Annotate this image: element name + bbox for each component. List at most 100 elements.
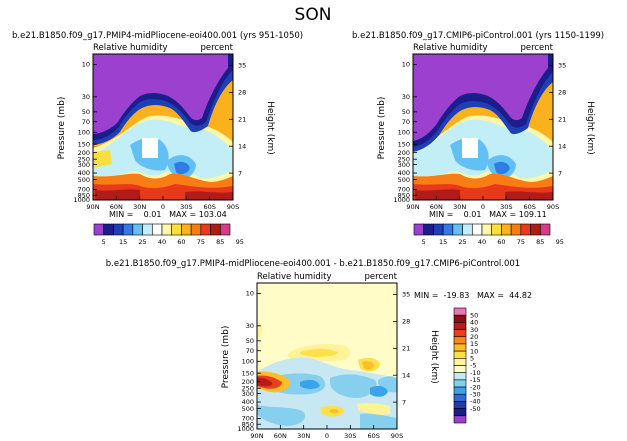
panel-a-height-tick-label: 21	[238, 116, 246, 124]
panel-c-label-bar-value: 15	[470, 340, 478, 348]
panel-b-title: b.e21.B1850.f09_g17.CMIP6-piControl.001 …	[352, 31, 604, 41]
panel-c-x-tick-label: 90S	[391, 432, 403, 440]
panel-a-color-box	[210, 223, 221, 236]
panel-b-height-tick-label: 21	[558, 116, 566, 124]
panel-c-color-box	[453, 415, 467, 424]
panel-c-y-tick-label: 150	[242, 369, 254, 377]
panel-c-color-box	[453, 343, 467, 352]
panel-b-ylabel: Pressure (mb)	[377, 97, 387, 160]
panel-c-label-bar-value: -50	[470, 405, 481, 413]
panel-a-ylabel-right: Height (km)	[265, 101, 275, 155]
panel-a-label-bar-value: 95	[236, 238, 244, 246]
panel-a-color-box	[171, 223, 182, 236]
panel-b-y-tick-label: 850	[398, 191, 410, 199]
panel-b-y-tick-label: 700	[398, 186, 410, 194]
panel-b-label-bar-value: 75	[517, 238, 525, 246]
panel-a-x-tick-label: 30S	[180, 203, 192, 211]
panel-a-color-box	[132, 223, 143, 236]
panel-a-height-tick-label: 35	[238, 62, 246, 70]
panel-c-y-tick-label: 300	[242, 390, 254, 398]
panel-a-left-label: Relative humidity	[93, 43, 168, 53]
panel-a-y-tick-label: 300	[78, 161, 90, 169]
panel-c-x-tick-label: 60S	[367, 432, 379, 440]
panel-c-label-bar-value: 10	[470, 347, 478, 355]
panel-a-y-tick-label: 30	[82, 93, 90, 101]
panel-b-color-box	[530, 223, 541, 236]
panel-b-x-tick-label: 90S	[547, 203, 559, 211]
panel-b-y-tick-label: 150	[398, 140, 410, 148]
panel-b-label-bar-value: 40	[478, 238, 486, 246]
panel-b-x-tick-label: 90N	[406, 203, 419, 211]
panel-a-height-tick-label: 7	[238, 169, 242, 177]
panel-c-label-bar-value: 20	[470, 333, 478, 341]
panel-b-height-tick-label: 14	[558, 142, 566, 150]
panel-c-left-label: Relative humidity	[257, 272, 332, 282]
panel-b-label-bar: 5 15 25 40 60 75 85 95	[413, 223, 564, 246]
panel-c-y-tick-label: 1000	[237, 425, 254, 433]
panel-b-height-tick-label: 28	[558, 89, 566, 97]
panel-a-color-box	[142, 223, 153, 236]
panel-c-label-bar-value: 40	[470, 319, 478, 327]
panel-c-y-tick-label: 500	[242, 405, 254, 413]
panel-b-y-tick-label: 30	[402, 93, 410, 101]
panel-b-label-bar-value: 95	[556, 238, 564, 246]
panel-c-color-box	[453, 386, 467, 395]
panel-c-x-tick-label: 30S	[344, 432, 356, 440]
panel-a-y-tick-label: 70	[82, 118, 90, 126]
panel-c-label-bar-value: 5	[470, 355, 474, 363]
panel-b-color-box	[520, 223, 531, 236]
panel-a-stats: MIN = 0.01 MAX = 103.04	[109, 210, 227, 219]
panel-b-axes: 90N 60N 30N 0 30S 60S 90S103050701001502002503…	[393, 61, 566, 211]
panel-c-height-tick-label: 28	[402, 318, 410, 326]
panel-a-color-box	[200, 223, 211, 236]
panel-a-contours	[93, 54, 233, 200]
panel-a-label-bar-value: 5	[102, 238, 106, 246]
panel-b-left-label: Relative humidity	[413, 43, 488, 53]
panel-a-height-tick-label: 14	[238, 142, 246, 150]
panel-c-title: b.e21.B1850.f09_g17.PMIP4-midPliocene-eo…	[106, 259, 520, 269]
panel-a-label-bar-value: 60	[177, 238, 185, 246]
panel-c-label-bar-value: 50	[470, 311, 478, 319]
panel-b-y-tick-label: 10	[402, 61, 410, 69]
panel-c-y-tick-label: 400	[242, 398, 254, 406]
panel-a-ylabel: Pressure (mb)	[57, 97, 67, 160]
panel-b-label-bar-value: 5	[422, 238, 426, 246]
panel-a-x-tick-label: 90N	[86, 203, 99, 211]
panel-b-color-box	[413, 223, 425, 236]
panel-c-ylabel: Pressure (mb)	[221, 326, 231, 389]
panel-c-color-box	[453, 379, 467, 388]
panel-a-label-bar-value: 75	[197, 238, 205, 246]
panel-b-stats: MIN = 0.01 MAX = 109.11	[429, 210, 547, 219]
panel-c-y-tick-label: 200	[242, 378, 254, 386]
panel-c-x-tick-label: 30N	[297, 432, 310, 440]
panel-b-color-box	[501, 223, 512, 236]
panel-a-y-tick-label: 200	[78, 149, 90, 157]
panel-c-y-tick-label: 10	[246, 290, 254, 298]
panel-a-color-box	[181, 223, 192, 236]
panel-b-color-box	[452, 223, 463, 236]
panel-a-color-box	[151, 223, 163, 236]
panel-c-height-tick-label: 21	[402, 345, 410, 353]
panel-a-label-bar: 5 15 25 40 60 75 85 95	[93, 223, 244, 246]
panel-b-label-bar-value: 15	[439, 238, 447, 246]
panel-b-color-box	[433, 223, 444, 236]
panel-c-y-tick-label: 30	[246, 322, 254, 330]
panel-a: b.e21.B1850.f09_g17.PMIP4-midPliocene-eo…	[12, 31, 303, 246]
panel-c-label-bar-value: 30	[470, 326, 478, 334]
panel-c-height-tick-label: 14	[402, 371, 410, 379]
panel-c-x-tick-label: 60N	[274, 432, 287, 440]
panel-a-label-bar-value: 85	[216, 238, 224, 246]
panel-a-color-box	[161, 223, 173, 236]
panel-a-y-tick-label: 50	[82, 108, 90, 116]
panel-b-y-tick-label: 400	[398, 169, 410, 177]
panel-b-y-tick-label: 300	[398, 161, 410, 169]
panel-a-color-box	[219, 223, 231, 236]
panel-a-color-box	[103, 223, 114, 236]
panel-a-height-tick-label: 28	[238, 89, 246, 97]
panel-b-color-box	[539, 223, 551, 236]
panel-b-color-box	[462, 223, 473, 236]
panel-b-label-bar-value: 60	[497, 238, 505, 246]
panel-c-color-box	[453, 365, 467, 373]
